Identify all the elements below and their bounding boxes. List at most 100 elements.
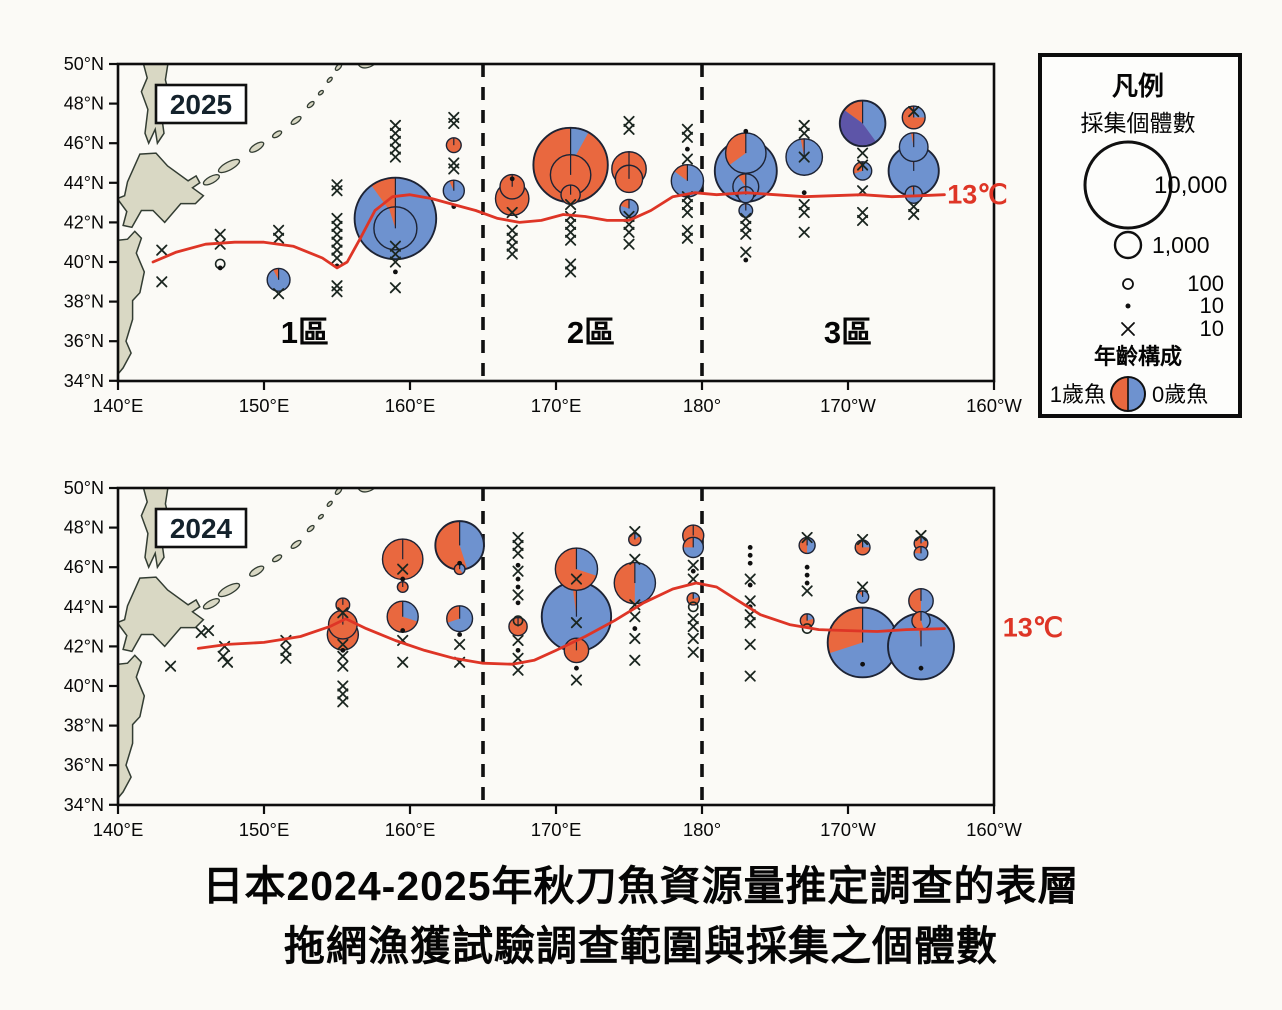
x-marker	[570, 573, 583, 585]
x-marker	[798, 119, 810, 131]
x-axis-tick-label: 180°	[683, 819, 721, 840]
x-marker	[506, 232, 518, 244]
caption-line-2: 拖網漁獲試驗調查範圍與採集之個體數	[284, 923, 998, 969]
x-marker	[389, 135, 401, 147]
station-pie	[799, 613, 815, 629]
x-axis-tick-label: 170°W	[820, 395, 876, 416]
station-pie	[682, 536, 705, 559]
dot-marker	[457, 560, 463, 566]
x-marker	[565, 198, 577, 211]
x-marker	[331, 185, 343, 197]
x-marker	[337, 607, 349, 619]
station-pie	[670, 164, 705, 198]
x-axis-tick-label: 170°E	[531, 395, 582, 416]
region-label: 2區	[567, 315, 615, 350]
x-marker	[629, 599, 641, 611]
open-circle-marker	[512, 615, 524, 627]
x-marker	[570, 617, 583, 629]
dot-marker	[743, 128, 749, 134]
x-marker	[156, 244, 168, 256]
x-marker	[565, 258, 577, 270]
dot-marker	[217, 265, 223, 271]
svg-text:2024: 2024	[170, 513, 233, 544]
x-axis-tick-label: 160°E	[385, 395, 436, 416]
coastline-kuril-island	[290, 115, 302, 125]
x-axis-tick-label: 180°	[683, 395, 721, 416]
x-marker	[623, 226, 635, 238]
x-marker	[801, 585, 813, 597]
x-marker	[512, 664, 524, 676]
dot-marker	[400, 628, 406, 633]
station-pie	[738, 203, 754, 219]
svg-text:2025: 2025	[170, 89, 232, 120]
coastline-japan	[118, 576, 205, 653]
x-marker	[744, 617, 756, 629]
x-marker	[744, 573, 756, 585]
legend-title: 凡例	[1112, 71, 1164, 101]
x-marker	[512, 547, 524, 559]
x-marker	[857, 533, 869, 546]
x-marker	[512, 565, 524, 577]
dot-marker	[747, 582, 753, 588]
dot-marker	[685, 146, 690, 152]
coastline-kuril-island	[317, 513, 324, 520]
caption-line-1: 日本2024-2025年秋刀魚資源量推定調查的表層	[202, 863, 1080, 909]
x-marker	[454, 638, 466, 651]
station-pie	[614, 164, 644, 194]
station-pie	[908, 587, 934, 614]
station-pie	[911, 610, 931, 631]
legend-dot-10	[1125, 303, 1131, 309]
coastline-japan	[118, 230, 146, 381]
coastline-kuril-island	[326, 500, 333, 507]
x-marker	[1121, 322, 1135, 336]
dot-marker	[515, 647, 521, 653]
x-marker	[337, 638, 349, 651]
dot-marker	[860, 661, 865, 667]
coastline-kuril-island	[356, 488, 382, 493]
x-marker	[273, 232, 285, 244]
x-marker	[744, 595, 756, 607]
x-marker	[681, 224, 693, 236]
y-axis-tick-label: 34°N	[64, 371, 104, 391]
x-marker	[337, 660, 349, 672]
x-marker	[801, 531, 813, 544]
y-axis-tick-label: 44°N	[64, 597, 104, 617]
dot-marker	[918, 665, 924, 671]
x-marker	[331, 220, 343, 232]
x-marker	[687, 613, 699, 625]
x-marker	[681, 131, 693, 143]
legend-size-label: 10	[1200, 293, 1224, 318]
x-marker	[506, 224, 518, 236]
coastline-kuril-island	[271, 554, 283, 563]
x-axis-tick-label: 160°E	[385, 819, 436, 840]
x-marker	[915, 529, 927, 542]
coastline-kuril-island	[290, 539, 302, 549]
x-marker	[331, 286, 343, 298]
x-marker	[280, 652, 292, 664]
x-marker	[798, 151, 810, 163]
x-marker	[565, 234, 577, 246]
x-marker	[389, 127, 401, 139]
station-pie	[560, 184, 581, 205]
x-marker	[798, 226, 810, 238]
x-axis-tick-label: 170°E	[531, 819, 582, 840]
x-marker	[280, 644, 292, 656]
y-axis-tick-label: 48°N	[64, 94, 104, 114]
x-marker	[681, 198, 693, 211]
x-marker	[217, 650, 229, 662]
x-marker	[857, 214, 869, 227]
x-marker	[389, 143, 401, 155]
x-axis-tick-label: 150°E	[239, 819, 290, 840]
station-pie	[898, 132, 929, 163]
x-marker	[740, 212, 752, 225]
x-marker	[512, 539, 524, 552]
isotherm-13c-label: 13℃	[947, 180, 1007, 210]
x-marker	[681, 206, 693, 219]
x-marker	[331, 212, 343, 225]
x-marker	[623, 123, 635, 135]
station-pie	[266, 267, 291, 292]
region-label: 3區	[824, 315, 872, 350]
legend-size-label: 10,000	[1154, 172, 1227, 199]
station-pie	[446, 605, 474, 633]
